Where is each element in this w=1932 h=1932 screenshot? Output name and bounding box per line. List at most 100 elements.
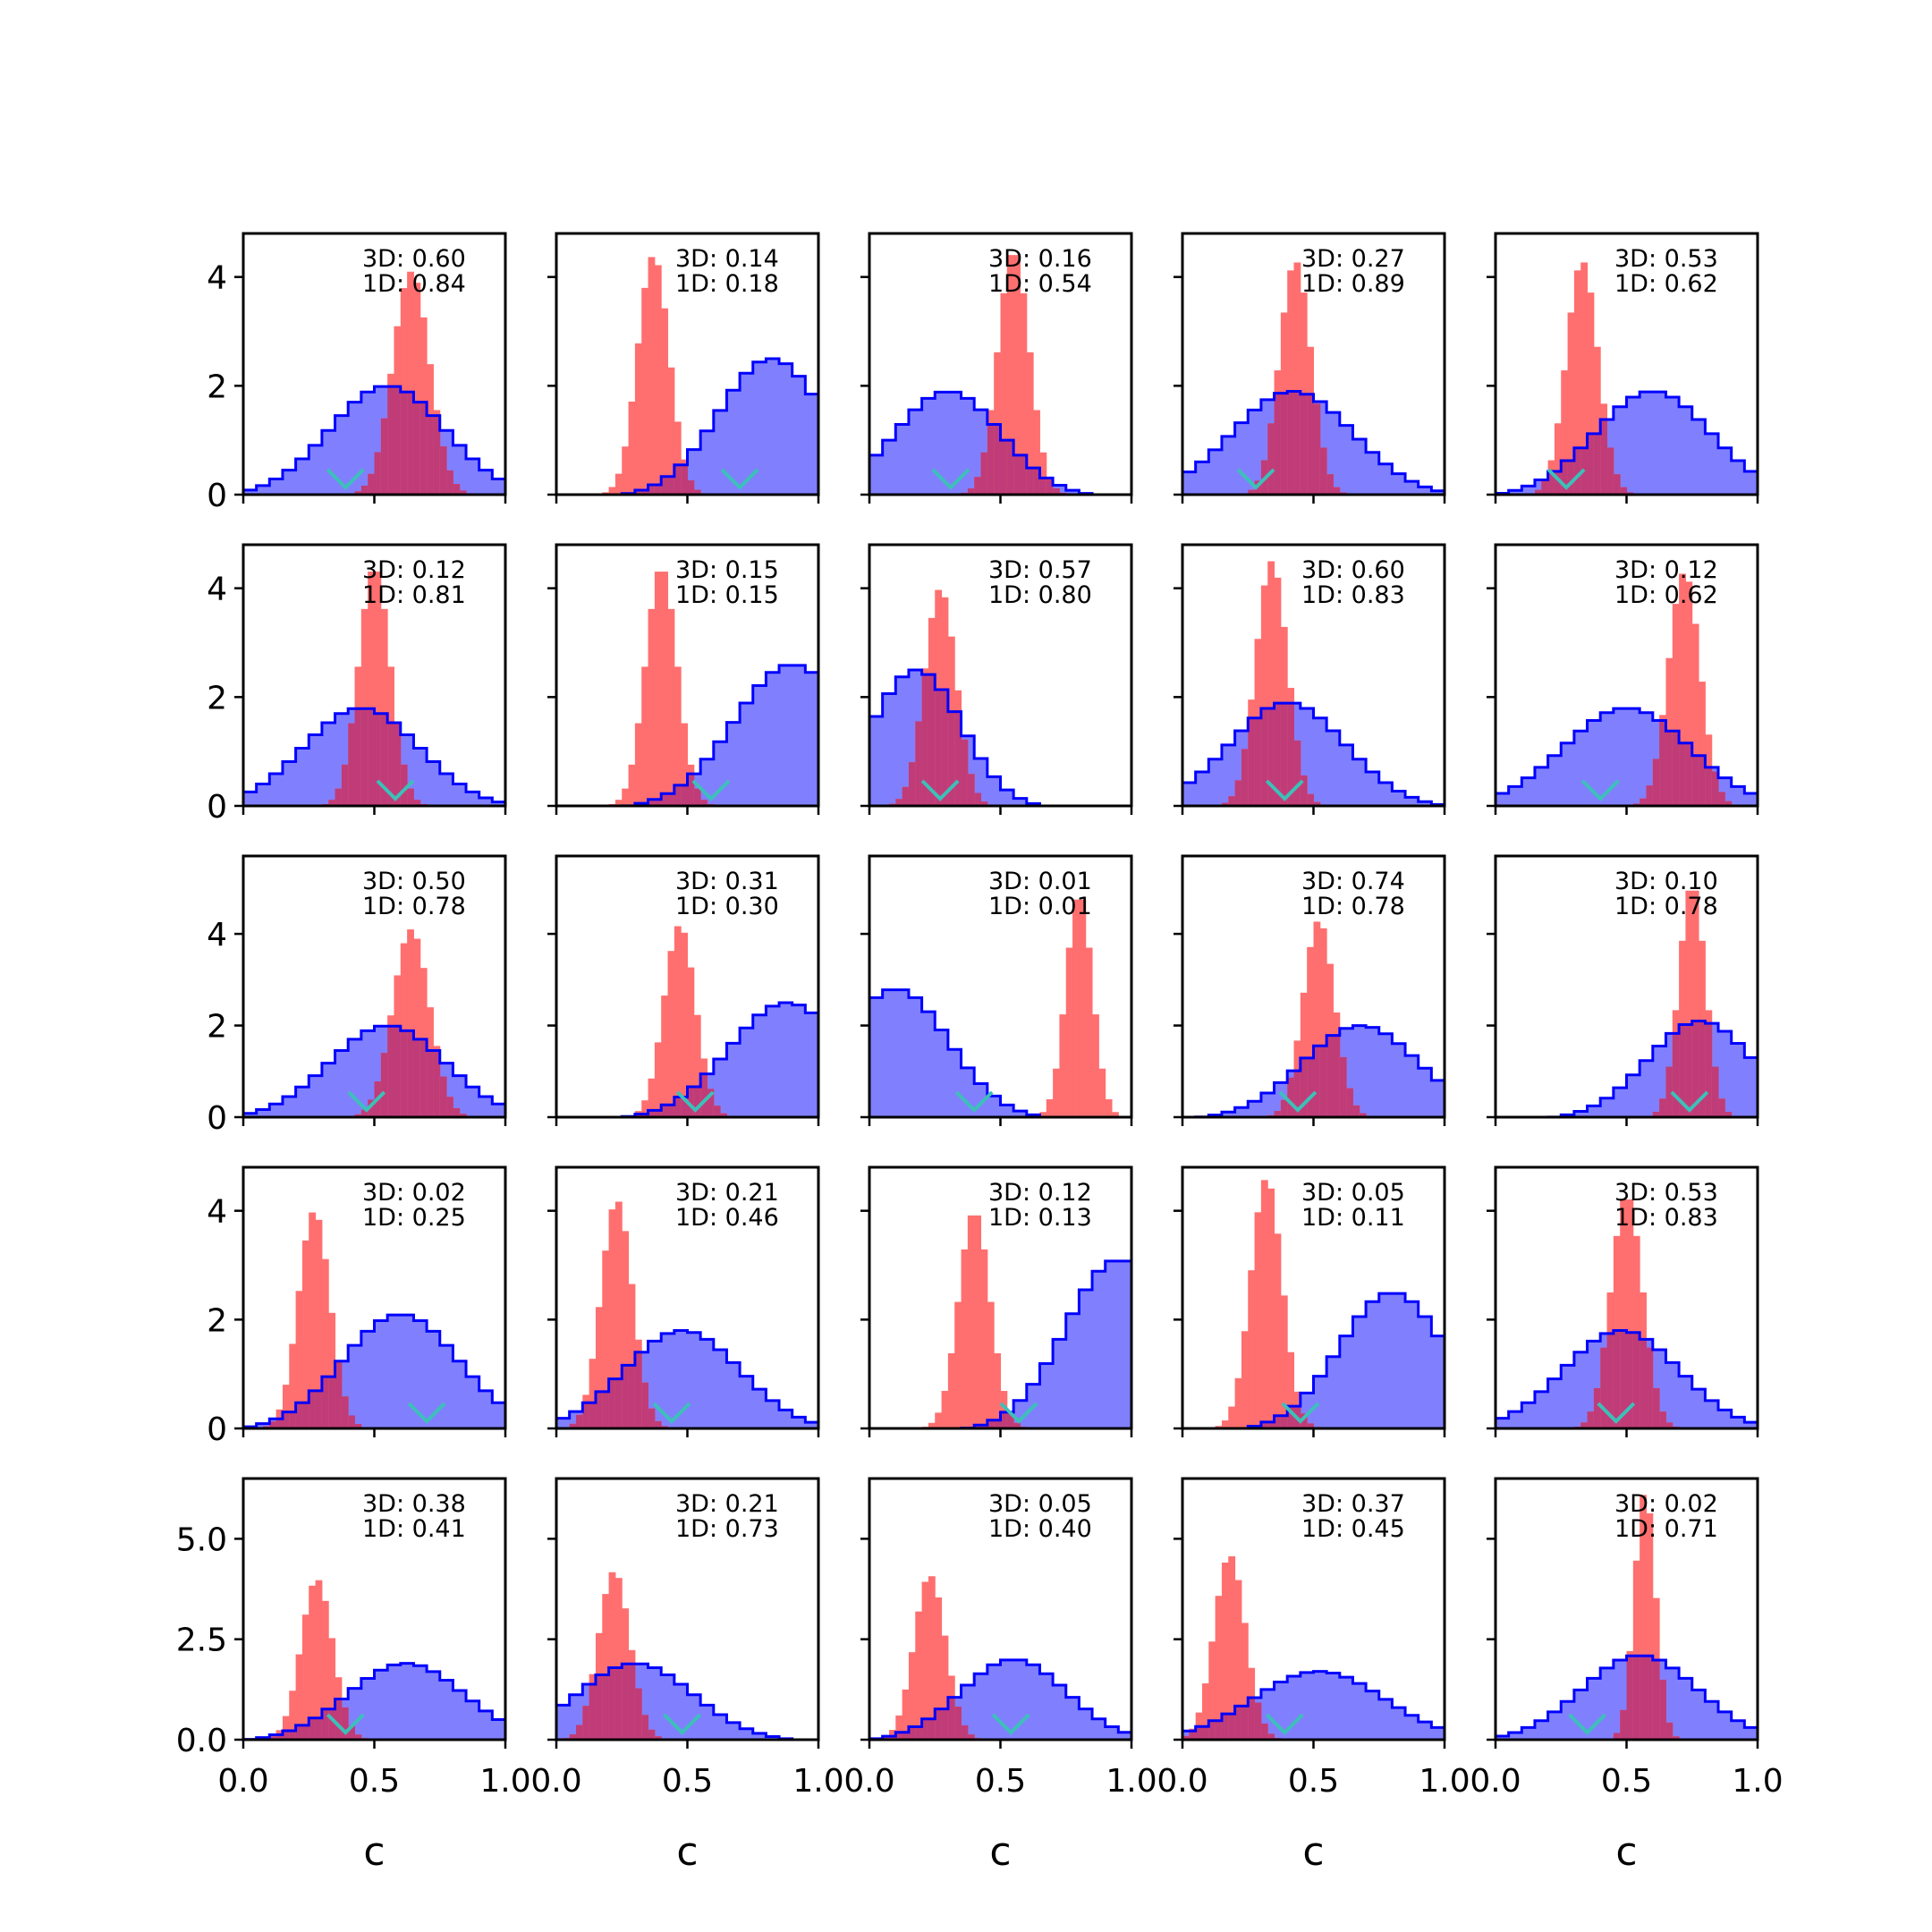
posterior-bar xyxy=(380,608,388,806)
prior-bar xyxy=(882,440,896,495)
overlap-bar xyxy=(1685,742,1693,806)
posterior-bar xyxy=(328,1638,336,1740)
prior-bar xyxy=(700,430,715,495)
prior-bar xyxy=(882,693,896,806)
annotation-1d: 1D: 0.45 xyxy=(1301,1515,1405,1543)
overlap-bar xyxy=(1208,1720,1216,1740)
posterior-bar xyxy=(295,1291,303,1428)
prior-bar xyxy=(1313,717,1327,806)
overlap-bar xyxy=(459,1114,467,1117)
overlap-bar xyxy=(1665,1066,1674,1117)
overlap-bar xyxy=(1326,474,1334,495)
posterior-bar xyxy=(1699,682,1706,806)
overlap-bar xyxy=(1300,394,1308,495)
prior-bar xyxy=(1626,708,1640,806)
prior-bar xyxy=(740,702,754,806)
y-tick-label: 0 xyxy=(207,1100,227,1137)
prior-bar xyxy=(335,415,349,495)
prior-bar xyxy=(479,798,493,806)
posterior-bar xyxy=(1632,1560,1640,1740)
marker xyxy=(1568,1713,1606,1735)
posterior-bar xyxy=(1274,577,1282,806)
prior-outline xyxy=(1496,707,1758,806)
marker xyxy=(991,1713,1030,1735)
overlap-bar xyxy=(321,1708,329,1740)
prior-bar xyxy=(348,1345,362,1428)
posterior-bar xyxy=(1241,1623,1249,1740)
overlap-bar xyxy=(368,708,375,806)
overlap-bar xyxy=(360,1109,369,1117)
overlap-bar xyxy=(674,464,682,495)
x-tick-label: 0.0 xyxy=(217,1763,268,1800)
prior-bar xyxy=(1679,406,1693,495)
overlap-bar xyxy=(1267,423,1275,495)
overlap-bar xyxy=(954,711,962,806)
overlap-bar xyxy=(446,470,453,495)
overlap-bar xyxy=(908,1726,916,1740)
overlap-bar xyxy=(614,1667,623,1740)
posterior-bar xyxy=(1059,1014,1067,1117)
prior-bar xyxy=(1366,452,1380,495)
prior-outline xyxy=(1182,389,1445,495)
overlap-bar xyxy=(1287,1406,1295,1428)
annotation-3d: 3D: 0.37 xyxy=(1301,1490,1405,1518)
prior-bar xyxy=(1691,419,1706,495)
overlap-bar xyxy=(1300,1057,1308,1117)
posterior-bar xyxy=(654,572,662,806)
overlap-bar xyxy=(608,1378,616,1428)
prior-bar xyxy=(1392,473,1406,495)
overlap-bar xyxy=(1046,478,1054,495)
prior-bar xyxy=(766,1400,780,1428)
overlap-bar xyxy=(589,1683,597,1740)
posterior-bar xyxy=(928,1576,936,1740)
overlap-bar xyxy=(622,1664,630,1740)
posterior-bar xyxy=(1691,623,1699,806)
overlap-bar xyxy=(354,491,362,495)
overlap-bar xyxy=(1659,720,1666,806)
overlap-bar xyxy=(941,690,949,806)
prior-bar xyxy=(1339,1677,1353,1740)
overlap-bar xyxy=(902,786,910,806)
annotation-3d: 3D: 0.27 xyxy=(1301,245,1405,273)
posterior-bar xyxy=(1112,1112,1119,1117)
prior-bar xyxy=(726,1043,741,1117)
prior-bar xyxy=(895,676,910,806)
overlap-bar xyxy=(335,788,343,806)
plot-area xyxy=(869,1215,1131,1428)
annotation-3d: 3D: 0.02 xyxy=(362,1179,466,1207)
overlap-bar xyxy=(1241,1706,1249,1740)
overlap-bar xyxy=(700,800,708,806)
prior-bar xyxy=(726,722,741,806)
overlap-bar xyxy=(687,774,695,806)
prior-bar xyxy=(740,1376,754,1428)
posterior-bar xyxy=(641,666,649,806)
posterior-bar xyxy=(1646,1513,1654,1740)
annotation-1d: 1D: 0.13 xyxy=(988,1204,1092,1232)
posterior-bar xyxy=(608,1572,616,1740)
overlap-bar xyxy=(453,484,461,495)
overlap-bar xyxy=(1640,1656,1647,1740)
prior-bar xyxy=(321,430,336,495)
marker xyxy=(326,1713,365,1735)
prior-bar xyxy=(1691,1389,1706,1428)
prior-bar xyxy=(1418,1317,1432,1428)
overlap-bar xyxy=(575,1724,583,1740)
y-tick-label: 4 xyxy=(207,917,227,953)
overlap-bar xyxy=(641,1715,649,1740)
overlap-bar xyxy=(1300,775,1308,806)
prior-bar xyxy=(1000,1105,1014,1117)
prior-bar xyxy=(1600,1667,1614,1740)
overlap-bar xyxy=(315,1717,323,1740)
overlap-bar xyxy=(1352,1105,1360,1117)
prior-bar xyxy=(453,1075,467,1117)
prior-bar xyxy=(987,1665,1001,1740)
prior-bar xyxy=(1182,471,1197,495)
prior-bar xyxy=(792,376,806,495)
prior-bar xyxy=(687,1332,701,1428)
prior-bar xyxy=(453,1360,467,1428)
overlap-bar xyxy=(269,1736,277,1740)
prior-bar xyxy=(1705,1400,1719,1428)
overlap-bar xyxy=(648,484,656,495)
